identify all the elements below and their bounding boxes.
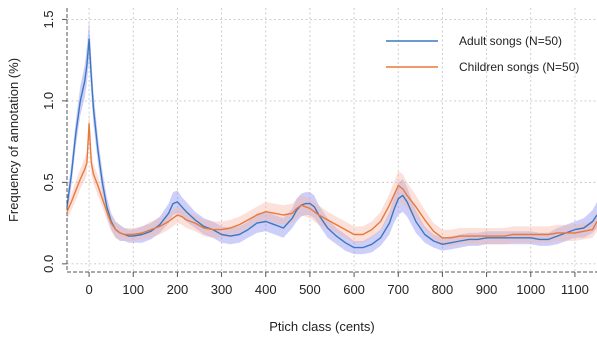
series-line-children xyxy=(66,122,597,239)
x-tick-label-300: 300 xyxy=(211,282,233,297)
x-tick-label-1000: 1000 xyxy=(516,282,545,297)
y-tick-label-2: 1.0 xyxy=(41,92,56,110)
y-tick-label-1: 0.5 xyxy=(41,173,56,191)
x-tick-label-600: 600 xyxy=(343,282,365,297)
y-axis-title: Frequency of annotation (%) xyxy=(6,58,21,222)
grid-lines xyxy=(67,8,597,272)
x-tick-label-1100: 1100 xyxy=(561,282,589,297)
x-tick-label-0: 0 xyxy=(85,282,92,297)
y-tick-label-0: 0.0 xyxy=(41,255,56,273)
axis-ticks: 0 100 200 300 400 500 600 700 800 900 1000 1100 0.0 0… xyxy=(41,10,589,297)
legend-label-adult: Adult songs (N=50) xyxy=(459,34,562,48)
series-lines xyxy=(66,38,597,249)
confidence-bands xyxy=(67,19,597,255)
x-tick-label-200: 200 xyxy=(167,282,189,297)
confidence-band-adult xyxy=(67,19,597,255)
x-tick-label-800: 800 xyxy=(432,282,454,297)
legend-label-children: Children songs (N=50) xyxy=(459,60,579,74)
x-tick-label-500: 500 xyxy=(299,282,321,297)
x-tick-label-700: 700 xyxy=(387,282,409,297)
x-tick-label-900: 900 xyxy=(476,282,498,297)
x-tick-label-400: 400 xyxy=(255,282,277,297)
legend: Adult songs (N=50) Children songs (N=50) xyxy=(386,34,579,74)
confidence-band-children xyxy=(67,110,597,246)
x-axis-title: Ptich class (cents) xyxy=(269,319,374,334)
y-tick-label-3: 1.5 xyxy=(41,10,56,28)
x-tick-label-100: 100 xyxy=(122,282,144,297)
